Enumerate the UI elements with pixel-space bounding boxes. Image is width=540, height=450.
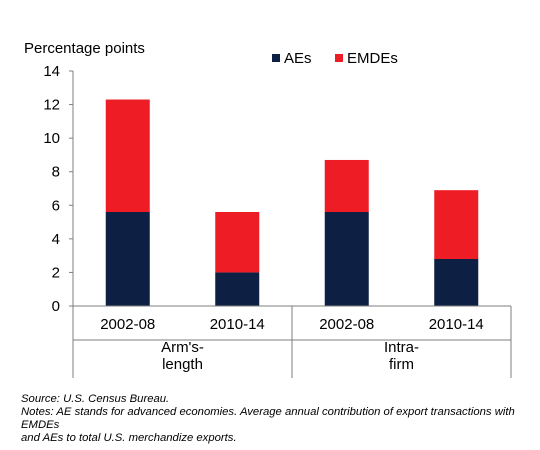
legend-swatch-aes (272, 54, 280, 62)
bars (105, 99, 479, 306)
bar-aes-2 (324, 212, 369, 306)
bar-aes-1 (215, 272, 260, 306)
group-label-line2: length (162, 356, 203, 373)
legend-label-aes: AEs (284, 50, 312, 67)
y-tick-label: 0 (52, 298, 60, 315)
notes-line-2: and AEs to total U.S. merchandize export… (21, 432, 237, 444)
category-labels: 2002-08 2010-14 2002-08 2010-14 Arm's-length… (100, 316, 484, 373)
bar-emdes-3 (434, 190, 479, 259)
x-tick-label: 2002-08 (319, 316, 374, 333)
legend: AEs EMDEs (272, 50, 398, 67)
y-tick-label: 6 (52, 197, 60, 214)
group-label-line1: Intra- (384, 339, 419, 356)
bar-aes-3 (434, 259, 479, 306)
y-tick-label: 2 (52, 264, 60, 281)
chart-notes: Source: U.S. Census Bureau. Notes: AE st… (21, 393, 526, 445)
y-axis-label: Percentage points (24, 40, 145, 57)
y-tick-label: 12 (43, 97, 60, 114)
y-tick-label: 14 (43, 63, 60, 80)
x-tick-label: 2010-14 (210, 316, 265, 333)
axes (69, 70, 512, 378)
y-tick-label: 4 (52, 231, 60, 248)
y-tick-label: 10 (43, 130, 60, 147)
notes-line-1: Notes: AE stands for advanced economies.… (21, 406, 515, 431)
group-label-line2: firm (389, 356, 414, 373)
x-tick-label: 2010-14 (429, 316, 484, 333)
bar-emdes-0 (105, 99, 150, 212)
stacked-bar-chart: Percentage points AEs EMDEs 0 2 4 6 8 10 12 14 2… (24, 40, 512, 378)
source-note: Source: U.S. Census Bureau. (21, 393, 170, 405)
legend-swatch-emdes (335, 54, 343, 62)
bar-emdes-1 (215, 212, 260, 273)
bar-aes-0 (105, 212, 150, 306)
y-axis-ticks: 0 2 4 6 8 10 12 14 (43, 63, 60, 315)
x-tick-label: 2002-08 (100, 316, 155, 333)
bar-emdes-2 (324, 159, 369, 212)
y-tick-label: 8 (52, 164, 60, 181)
group-label-line1: Arm's- (161, 339, 204, 356)
legend-label-emdes: EMDEs (347, 50, 398, 67)
